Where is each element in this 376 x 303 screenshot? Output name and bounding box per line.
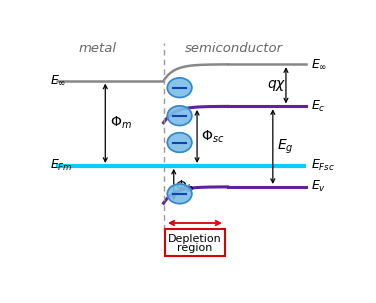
Text: $E_{\infty}$: $E_{\infty}$	[311, 58, 327, 71]
Text: semiconductor: semiconductor	[185, 42, 282, 55]
Text: $\Phi_b$: $\Phi_b$	[175, 179, 194, 195]
Text: $E_{Fm}$: $E_{Fm}$	[50, 158, 73, 173]
Text: $\Phi_m$: $\Phi_m$	[110, 115, 132, 132]
Bar	[165, 229, 225, 256]
Text: $E_g$: $E_g$	[277, 138, 294, 156]
Text: $E_c$: $E_c$	[311, 99, 325, 114]
Text: $E_{Fsc}$: $E_{Fsc}$	[311, 158, 335, 173]
Text: $E_v$: $E_v$	[311, 179, 326, 195]
Text: $\Phi_{sc}$: $\Phi_{sc}$	[202, 128, 225, 145]
Text: $q\chi$: $q\chi$	[267, 78, 287, 93]
Circle shape	[167, 133, 192, 152]
Circle shape	[167, 106, 192, 125]
Text: $E_{\infty}$: $E_{\infty}$	[50, 74, 66, 87]
Text: metal: metal	[79, 42, 117, 55]
Text: region: region	[177, 243, 212, 253]
Circle shape	[167, 184, 192, 204]
Text: Depletion: Depletion	[168, 234, 222, 244]
Circle shape	[167, 78, 192, 98]
